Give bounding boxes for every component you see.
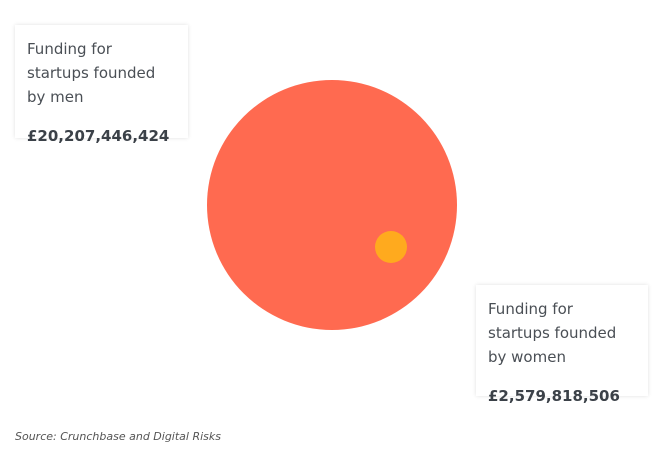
women-funding-value: £2,579,818,506 bbox=[488, 387, 620, 405]
women-funding-label: Funding for startups founded by women bbox=[488, 300, 617, 366]
men-funding-label: Funding for startups founded by men bbox=[27, 40, 156, 106]
men-funding-card: Funding for startups founded by men £20,… bbox=[15, 25, 188, 145]
women-funding-card: Funding for startups founded by women £2… bbox=[476, 285, 648, 405]
men-funding-value: £20,207,446,424 bbox=[27, 127, 170, 145]
source-note: Source: Crunchbase and Digital Risks bbox=[15, 430, 222, 443]
women-bubble bbox=[375, 231, 407, 263]
men-bubble bbox=[207, 80, 457, 330]
